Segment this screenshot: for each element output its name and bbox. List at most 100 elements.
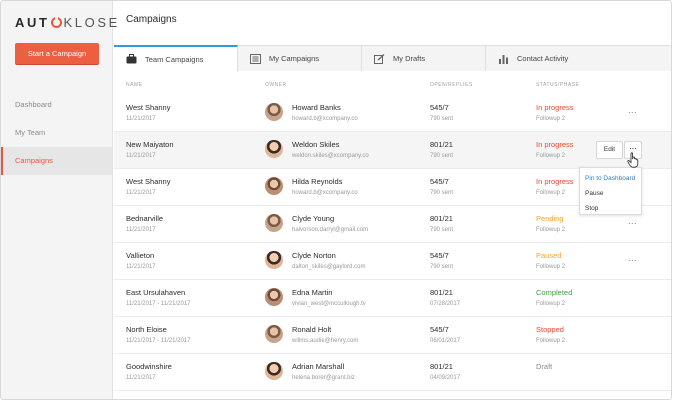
- owner-cell: Clyde Young halvorson.darryl@gmail.com: [292, 214, 368, 233]
- tab-my-drafts[interactable]: My Drafts: [362, 45, 486, 71]
- column-header-name[interactable]: NAME: [126, 82, 143, 88]
- owner-email: dalton_skiles@gaylord.com: [292, 264, 366, 270]
- campaign-date: 11/21/2017: [126, 375, 156, 381]
- tab-bar: Team Campaigns My Campaigns My Drafts Co…: [114, 45, 671, 72]
- menu-item-pin-to-dashboard[interactable]: Pin to Dashboard: [585, 175, 636, 182]
- campaign-name[interactable]: Vallieton: [126, 251, 155, 260]
- owner-name: Clyde Norton: [292, 251, 336, 260]
- campaign-name-cell: Vallieton 11/21/2017: [126, 251, 156, 270]
- phase-label: Followup 2: [536, 227, 566, 233]
- campaign-date: 11/21/2017: [126, 190, 156, 196]
- campaign-name-cell: New Maiyaton 11/21/2017: [126, 140, 174, 159]
- sent-value: 790 sent: [430, 264, 454, 270]
- menu-item-stop[interactable]: Stop: [585, 205, 599, 212]
- table-row[interactable]: Goodwinshire 11/21/2017 Adrian Marshall hel…: [114, 354, 671, 391]
- more-actions-icon[interactable]: ...: [628, 253, 638, 263]
- campaign-date: 11/21/2017 - 11/21/2017: [126, 301, 191, 307]
- menu-item-pause[interactable]: Pause: [585, 190, 604, 197]
- sidebar-item-dashboard[interactable]: Dashboard: [15, 100, 52, 109]
- campaign-name[interactable]: Goodwinshire: [126, 362, 172, 371]
- row-actions-dropdown: Pin to Dashboard Pause Stop: [579, 167, 642, 215]
- sidebar: AUT KLOSE Start a Campaign Dashboard My T…: [1, 1, 117, 399]
- avatar: [265, 140, 283, 158]
- owner-name: Howard Banks: [292, 103, 341, 112]
- logo: AUT KLOSE: [15, 13, 120, 31]
- table-row[interactable]: West Shanny 11/21/2017 Howard Banks howard.…: [114, 95, 671, 132]
- more-actions-button[interactable]: ...: [624, 141, 642, 159]
- more-actions-icon[interactable]: ...: [628, 216, 638, 226]
- owner-cell: Weldon Skiles weldon.skiles@xcompany.co: [292, 140, 369, 159]
- tab-my-campaigns[interactable]: My Campaigns: [238, 45, 362, 71]
- open-replies-value: 801/21: [430, 140, 453, 149]
- table-row[interactable]: East Ursulahaven 11/21/2017 - 11/21/2017 E…: [114, 280, 671, 317]
- owner-email: weldon.skiles@xcompany.co: [292, 153, 369, 159]
- avatar: [265, 362, 283, 380]
- owner-cell: Adrian Marshall helena.borer@grant.biz: [292, 362, 355, 381]
- owner-email: vivian_west@mccullough.tv: [292, 301, 366, 307]
- phase-label: Followup 2: [536, 264, 566, 270]
- start-campaign-button[interactable]: Start a Campaign: [15, 43, 99, 64]
- table-row[interactable]: Bednarville 11/21/2017 Clyde Young halvorso…: [114, 206, 671, 243]
- owner-email: howard.b@xcompany.co: [292, 190, 358, 196]
- avatar: [265, 251, 283, 269]
- open-replies-cell: 545/7 790 sent: [430, 251, 453, 270]
- avatar: [265, 103, 283, 121]
- table-row[interactable]: Vallieton 11/21/2017 Clyde Norton dalton_sk…: [114, 243, 671, 280]
- list-icon: [250, 53, 261, 64]
- campaign-name[interactable]: West Shanny: [126, 177, 171, 186]
- sent-value: 790 sent: [430, 116, 454, 122]
- open-replies-value: 801/21: [430, 362, 453, 371]
- open-replies-value: 545/7: [430, 325, 449, 334]
- campaign-name-cell: Bednarville 11/21/2017: [126, 214, 163, 233]
- sent-value: 790 sent: [430, 227, 454, 233]
- owner-cell: Ronald Holt willms.audie@henry.com: [292, 325, 358, 344]
- campaign-name[interactable]: East Ursulahaven: [126, 288, 186, 297]
- owner-email: halvorson.darryl@gmail.com: [292, 227, 369, 233]
- main-content: Campaigns Team Campaigns My Campaigns My…: [114, 1, 671, 399]
- campaign-name[interactable]: New Maiyaton: [126, 140, 174, 149]
- status-cell: Paused Followup 2: [536, 251, 565, 270]
- more-actions-icon[interactable]: ...: [628, 105, 638, 115]
- sent-value: 06/01/2017: [430, 338, 461, 344]
- sidebar-item-my-team[interactable]: My Team: [15, 128, 46, 137]
- status-cell: In progress Followup 2: [536, 177, 574, 196]
- owner-name: Edna Martin: [292, 288, 333, 297]
- column-header-owner[interactable]: OWNER: [265, 82, 287, 88]
- campaign-name-cell: West Shanny 11/21/2017: [126, 177, 170, 196]
- status-badge: Completed: [536, 288, 573, 297]
- open-replies-cell: 545/7 790 sent: [430, 177, 453, 196]
- campaign-name[interactable]: West Shanny: [126, 103, 171, 112]
- bar-chart-icon: [499, 54, 508, 64]
- table-row[interactable]: New Maiyaton 11/21/2017 Weldon Skiles weldo…: [114, 132, 671, 169]
- status-cell: Completed Followup 2: [536, 288, 572, 307]
- campaign-name[interactable]: North Eloise: [126, 325, 167, 334]
- edit-button[interactable]: Edit: [596, 141, 623, 159]
- avatar: [265, 288, 283, 306]
- status-cell: Draft: [536, 362, 552, 375]
- owner-cell: Howard Banks howard.b@xcompany.co: [292, 103, 358, 122]
- owner-cell: Edna Martin vivian_west@mccullough.tv: [292, 288, 366, 307]
- campaign-name-cell: West Shanny 11/21/2017: [126, 103, 170, 122]
- owner-name: Weldon Skiles: [292, 140, 340, 149]
- sent-value: 790 sent: [430, 153, 454, 159]
- column-header-status-phase[interactable]: STATUS/PHASE: [536, 82, 580, 88]
- sent-value: 07/28/2017: [430, 301, 461, 307]
- table-row[interactable]: West Shanny 11/21/2017 Hilda Reynolds howar…: [114, 169, 671, 206]
- campaign-name[interactable]: Bednarville: [126, 214, 164, 223]
- owner-email: helena.borer@grant.biz: [292, 375, 355, 381]
- edit-icon: [374, 53, 385, 64]
- tab-label: My Campaigns: [269, 54, 320, 63]
- status-badge: Draft: [536, 362, 553, 371]
- sidebar-item-campaigns[interactable]: Campaigns: [1, 147, 112, 175]
- tab-team-campaigns[interactable]: Team Campaigns: [114, 45, 238, 72]
- campaign-name-cell: North Eloise 11/21/2017 - 11/21/2017: [126, 325, 191, 344]
- column-header-open-replies[interactable]: OPEN/REPLIES: [430, 82, 473, 88]
- status-cell: Pending Followup 2: [536, 214, 565, 233]
- status-cell: In progress Followup 2: [536, 140, 574, 159]
- status-badge: In progress: [536, 103, 574, 112]
- owner-cell: Hilda Reynolds howard.b@xcompany.co: [292, 177, 358, 196]
- tab-contact-activity[interactable]: Contact Activity: [486, 45, 671, 71]
- table-row[interactable]: North Eloise 11/21/2017 - 11/21/2017 Ronal…: [114, 317, 671, 354]
- campaign-date: 11/21/2017: [126, 153, 156, 159]
